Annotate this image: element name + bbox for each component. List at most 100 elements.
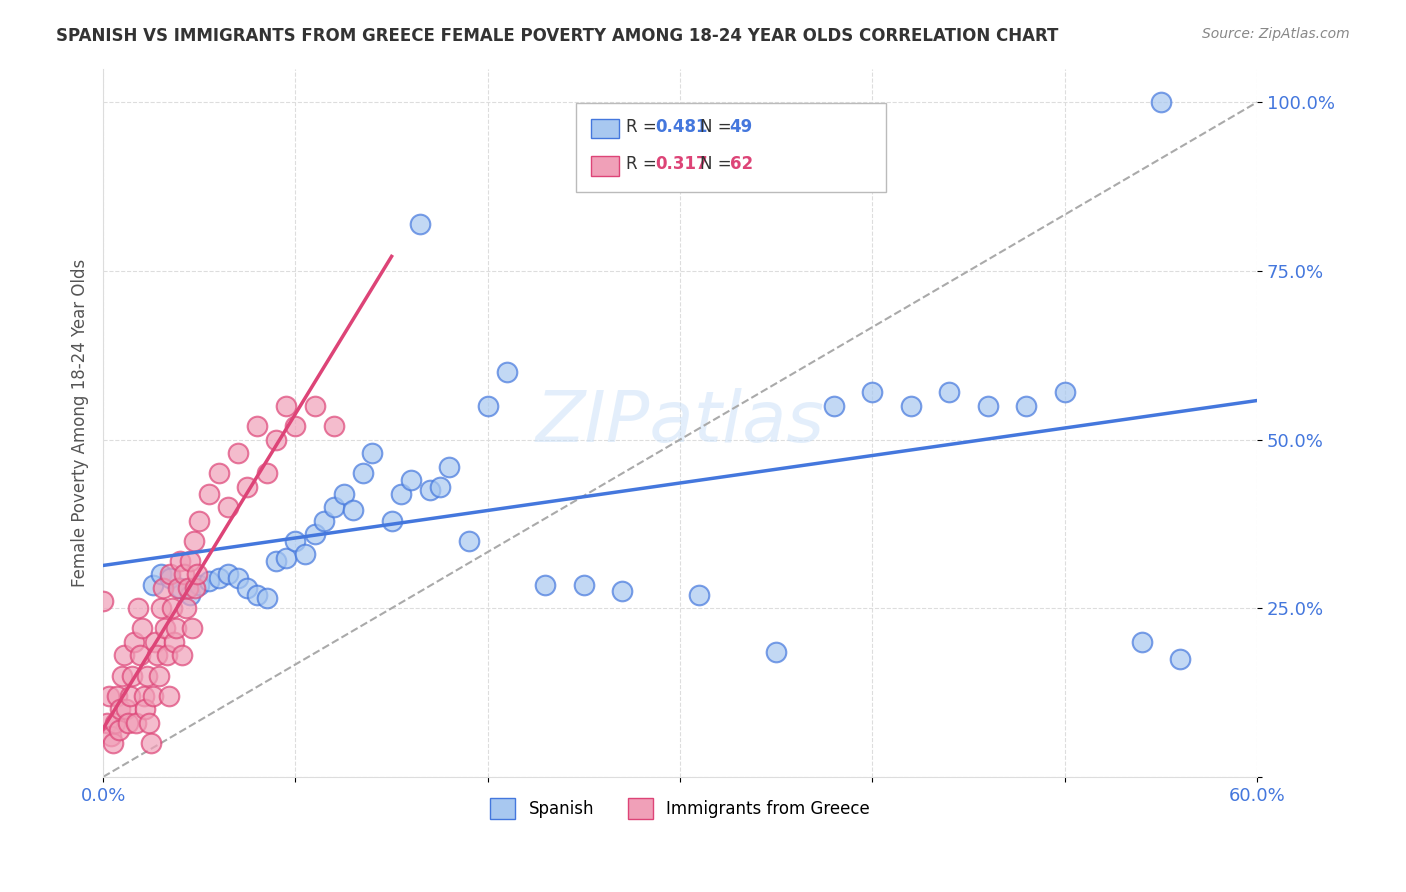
- Spanish: [688, 588, 710, 602]
- Spanish: [765, 645, 787, 659]
- Immigrants from Greece: [226, 446, 249, 460]
- Spanish: [457, 533, 479, 548]
- Spanish: [149, 567, 172, 582]
- Spanish: [572, 577, 595, 591]
- Spanish: [207, 571, 229, 585]
- Immigrants from Greece: [179, 554, 201, 568]
- Immigrants from Greece: [284, 419, 307, 434]
- Spanish: [496, 365, 519, 379]
- Spanish: [198, 574, 221, 589]
- Text: N =: N =: [700, 155, 737, 173]
- Immigrants from Greece: [125, 715, 148, 730]
- Spanish: [256, 591, 278, 606]
- Immigrants from Greece: [91, 594, 114, 608]
- Spanish: [169, 581, 191, 595]
- Immigrants from Greece: [207, 467, 229, 481]
- Immigrants from Greece: [148, 668, 170, 682]
- Immigrants from Greece: [127, 601, 149, 615]
- Legend: Spanish, Immigrants from Greece: Spanish, Immigrants from Greece: [484, 791, 876, 825]
- Immigrants from Greece: [184, 581, 207, 595]
- Immigrants from Greece: [104, 715, 127, 730]
- Immigrants from Greece: [118, 689, 141, 703]
- Immigrants from Greece: [180, 622, 202, 636]
- Spanish: [860, 385, 883, 400]
- Spanish: [217, 567, 239, 582]
- Spanish: [409, 217, 432, 231]
- Immigrants from Greece: [264, 433, 287, 447]
- Immigrants from Greece: [97, 689, 120, 703]
- Immigrants from Greece: [163, 635, 186, 649]
- Immigrants from Greece: [117, 715, 139, 730]
- Spanish: [294, 547, 316, 561]
- Immigrants from Greece: [170, 648, 193, 663]
- Spanish: [352, 467, 374, 481]
- Spanish: [389, 486, 412, 500]
- Immigrants from Greece: [141, 736, 163, 750]
- Spanish: [1015, 399, 1038, 413]
- Spanish: [1150, 95, 1173, 110]
- Spanish: [264, 554, 287, 568]
- Spanish: [477, 399, 499, 413]
- Immigrants from Greece: [169, 554, 191, 568]
- Spanish: [142, 577, 165, 591]
- Spanish: [1053, 385, 1076, 400]
- Text: N =: N =: [700, 118, 737, 136]
- Immigrants from Greece: [174, 601, 197, 615]
- Immigrants from Greece: [322, 419, 344, 434]
- Immigrants from Greece: [155, 648, 177, 663]
- Immigrants from Greece: [159, 567, 181, 582]
- Immigrants from Greece: [105, 689, 128, 703]
- Immigrants from Greece: [138, 715, 160, 730]
- Spanish: [342, 503, 364, 517]
- Immigrants from Greece: [121, 668, 143, 682]
- Spanish: [246, 588, 269, 602]
- Spanish: [900, 399, 922, 413]
- Spanish: [823, 399, 845, 413]
- Immigrants from Greece: [149, 601, 172, 615]
- Spanish: [332, 486, 354, 500]
- Spanish: [439, 459, 461, 474]
- Spanish: [938, 385, 960, 400]
- Immigrants from Greece: [183, 533, 205, 548]
- Immigrants from Greece: [136, 668, 159, 682]
- Immigrants from Greece: [198, 486, 221, 500]
- Spanish: [381, 514, 404, 528]
- Immigrants from Greece: [110, 702, 132, 716]
- Immigrants from Greece: [142, 689, 165, 703]
- Immigrants from Greece: [157, 689, 180, 703]
- Immigrants from Greece: [173, 567, 195, 582]
- Immigrants from Greece: [152, 581, 174, 595]
- Immigrants from Greece: [107, 723, 129, 737]
- Immigrants from Greece: [115, 702, 138, 716]
- Spanish: [314, 514, 336, 528]
- Immigrants from Greece: [274, 399, 297, 413]
- Immigrants from Greece: [122, 635, 145, 649]
- Immigrants from Greece: [111, 668, 134, 682]
- Immigrants from Greece: [112, 648, 135, 663]
- Text: ZIPatlas: ZIPatlas: [536, 388, 824, 458]
- Immigrants from Greece: [132, 689, 155, 703]
- Immigrants from Greece: [304, 399, 326, 413]
- Immigrants from Greece: [256, 467, 278, 481]
- Immigrants from Greece: [143, 635, 166, 649]
- Text: 62: 62: [730, 155, 752, 173]
- Immigrants from Greece: [128, 648, 150, 663]
- Spanish: [284, 533, 307, 548]
- Immigrants from Greece: [186, 567, 208, 582]
- Immigrants from Greece: [217, 500, 239, 514]
- Spanish: [419, 483, 441, 498]
- Spanish: [977, 399, 1000, 413]
- Text: 0.481: 0.481: [655, 118, 707, 136]
- Spanish: [188, 577, 211, 591]
- Spanish: [612, 584, 634, 599]
- Immigrants from Greece: [236, 480, 259, 494]
- Spanish: [274, 550, 297, 565]
- Text: 0.317: 0.317: [655, 155, 707, 173]
- Spanish: [159, 571, 181, 585]
- Spanish: [1130, 635, 1153, 649]
- Immigrants from Greece: [177, 581, 200, 595]
- Immigrants from Greece: [153, 622, 176, 636]
- Spanish: [304, 527, 326, 541]
- Immigrants from Greece: [146, 648, 169, 663]
- Text: Source: ZipAtlas.com: Source: ZipAtlas.com: [1202, 27, 1350, 41]
